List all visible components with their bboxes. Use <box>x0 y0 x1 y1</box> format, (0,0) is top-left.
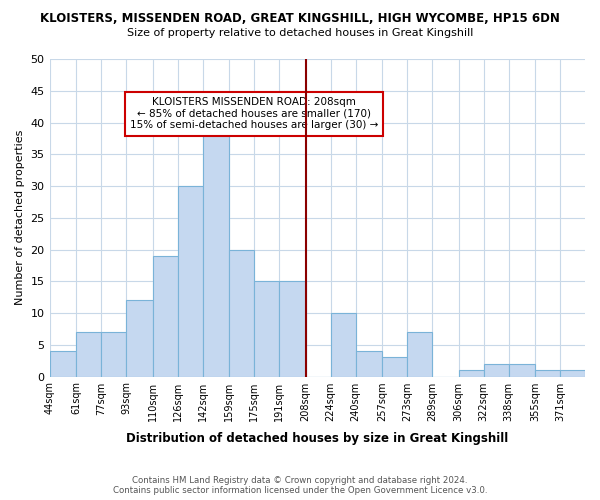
Text: Size of property relative to detached houses in Great Kingshill: Size of property relative to detached ho… <box>127 28 473 38</box>
Bar <box>382 358 407 376</box>
Bar <box>178 186 203 376</box>
Text: KLOISTERS, MISSENDEN ROAD, GREAT KINGSHILL, HIGH WYCOMBE, HP15 6DN: KLOISTERS, MISSENDEN ROAD, GREAT KINGSHI… <box>40 12 560 26</box>
Bar <box>126 300 152 376</box>
Bar <box>535 370 560 376</box>
Bar <box>50 351 76 376</box>
Bar <box>407 332 432 376</box>
Bar <box>229 250 254 376</box>
Bar <box>254 282 279 376</box>
Bar <box>101 332 126 376</box>
Bar <box>509 364 535 376</box>
Bar <box>560 370 585 376</box>
Bar <box>76 332 101 376</box>
Bar <box>356 351 382 376</box>
Text: KLOISTERS MISSENDEN ROAD: 208sqm
← 85% of detached houses are smaller (170)
15% : KLOISTERS MISSENDEN ROAD: 208sqm ← 85% o… <box>130 97 378 130</box>
Bar <box>484 364 509 376</box>
Bar <box>279 282 305 376</box>
Bar <box>458 370 484 376</box>
Text: Contains HM Land Registry data © Crown copyright and database right 2024.
Contai: Contains HM Land Registry data © Crown c… <box>113 476 487 495</box>
Bar <box>331 313 356 376</box>
Bar <box>203 110 229 376</box>
Bar <box>152 256 178 376</box>
Y-axis label: Number of detached properties: Number of detached properties <box>15 130 25 306</box>
X-axis label: Distribution of detached houses by size in Great Kingshill: Distribution of detached houses by size … <box>126 432 508 445</box>
